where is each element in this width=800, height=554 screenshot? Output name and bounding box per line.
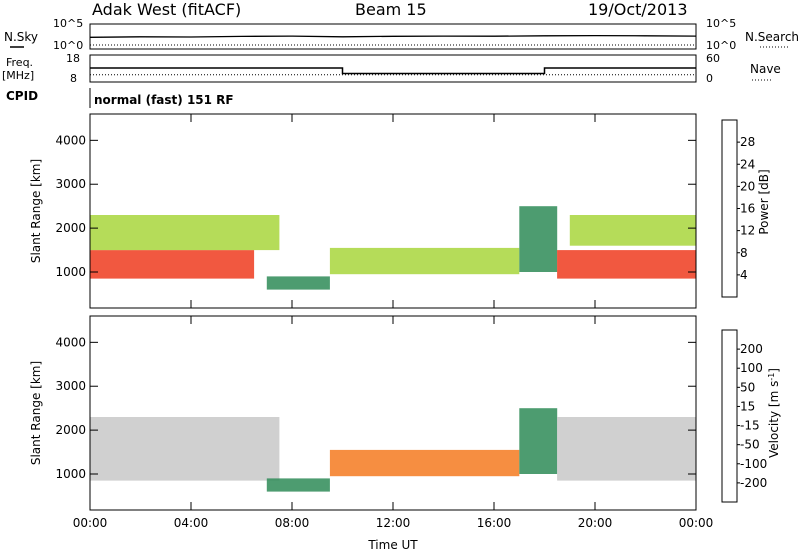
nsky-tick-low: 10^0 [53, 39, 83, 52]
velocity-time-tick-label: 08:00 [275, 516, 310, 530]
power-range-axis-label: Slant Range [km] [29, 159, 43, 263]
power-colorbar-tick-label: 20 [740, 179, 755, 193]
nave-tick-low: 0 [706, 72, 713, 85]
velocity-colorbar-tick-label: 100 [740, 361, 763, 375]
velocity-range-axis: 1000 2000 3000 4000 [55, 335, 696, 481]
power-echo-region [329, 247, 520, 275]
freq-unit-label: [MHz] [2, 69, 34, 82]
power-echo-layer [90, 206, 697, 290]
velocity-echo-region [557, 417, 696, 481]
velocity-echo-region [266, 478, 330, 492]
velocity-time-tick-label: 20:00 [578, 516, 613, 530]
velocity-time-tick-label: 00:00 [73, 516, 108, 530]
velocity-time-axis: 00:00 04:00 08:00 12:00 16:00 20:00 00:00 [73, 316, 714, 530]
freq-series-line [90, 67, 696, 75]
power-range-tick-label: 3000 [55, 177, 86, 191]
velocity-range-tick-label: 2000 [55, 423, 86, 437]
power-colorbar-tick-label: 8 [740, 246, 748, 260]
power-panel: 1000 2000 3000 4000 Slant Range [km] 4 8 12 16… [29, 113, 771, 309]
nsearch-tick-high: 10^5 [706, 17, 736, 30]
velocity-range-tick-label: 1000 [55, 467, 86, 481]
noise-panel: N.Sky 10^5 10^0 10^5 10^0 N.Search [4, 17, 799, 52]
velocity-range-tick-label: 3000 [55, 379, 86, 393]
power-echo-region [90, 250, 255, 279]
power-panel-frame [89, 113, 697, 309]
time-axis-label: Time UT [367, 538, 418, 552]
power-colorbar-tick-label: 16 [740, 202, 755, 216]
power-range-tick-label: 1000 [55, 265, 86, 279]
power-range-tick-label: 2000 [55, 221, 86, 235]
nsearch-label: N.Search [745, 30, 799, 44]
velocity-colorbar-tick-label: 200 [740, 342, 763, 356]
cpid-value: normal (fast) 151 RF [94, 93, 234, 107]
noise-panel-frame [89, 23, 697, 50]
beam-title: Beam 15 [355, 0, 427, 19]
power-colorbar-label: Power [dB] [757, 169, 771, 234]
power-echo-region [90, 215, 280, 251]
nsearch-tick-low: 10^0 [706, 39, 736, 52]
power-range-axis: 1000 2000 3000 4000 [55, 133, 696, 279]
power-time-axis [89, 114, 697, 308]
velocity-colorbar: 200 100 50 15 -15 -50 -100 -200 [721, 329, 767, 503]
nave-label: Nave [750, 62, 781, 76]
power-colorbar-tick-label: 28 [740, 135, 755, 149]
power-colorbar-tick-label: 12 [740, 224, 755, 238]
power-echo-region [569, 215, 697, 246]
velocity-echo-region [329, 449, 520, 477]
velocity-echo-region [90, 417, 280, 481]
velocity-colorbar-frame [721, 329, 738, 503]
velocity-colorbar-label: Velocity [m s-1] [767, 368, 782, 458]
power-colorbar-tick-label: 4 [740, 268, 748, 282]
velocity-colorbar-tick-label: -100 [740, 457, 767, 471]
velocity-panel: 1000 2000 3000 4000 00:00 04:00 08:00 12:00 16:… [29, 315, 782, 530]
velocity-range-axis-label: Slant Range [km] [29, 361, 43, 465]
power-echo-region [266, 276, 330, 290]
freq-label: Freq. [6, 56, 33, 69]
power-echo-region [519, 206, 558, 272]
freq-tick-high: 18 [66, 52, 80, 65]
velocity-colorbar-tick-label: -15 [740, 419, 760, 433]
freq-panel: Freq. [MHz] 18 8 60 0 Nave [2, 52, 781, 85]
date-title: 19/Oct/2013 [588, 0, 688, 19]
power-range-tick-label: 4000 [55, 133, 86, 147]
velocity-range-tick-label: 4000 [55, 335, 86, 349]
velocity-colorbar-tick-label: 15 [740, 399, 755, 413]
nave-tick-high: 60 [706, 52, 720, 65]
nsky-tick-high: 10^5 [53, 17, 83, 30]
velocity-time-tick-label: 04:00 [174, 516, 209, 530]
power-colorbar-tick-label: 24 [740, 157, 755, 171]
freq-tick-low: 8 [70, 72, 77, 85]
velocity-time-tick-label: 16:00 [477, 516, 512, 530]
nsky-label: N.Sky [4, 30, 38, 44]
velocity-colorbar-tick-label: -200 [740, 476, 767, 490]
velocity-time-tick-label: 12:00 [376, 516, 411, 530]
velocity-panel-frame [89, 315, 697, 511]
power-colorbar-frame [721, 119, 738, 298]
station-title: Adak West (fitACF) [92, 0, 241, 19]
velocity-time-tick-label: 00:00 [679, 516, 714, 530]
velocity-echo-region [519, 408, 558, 474]
nsky-series-line [89, 34, 697, 38]
velocity-colorbar-tick-label: 50 [740, 380, 755, 394]
cpid-label: CPID [6, 89, 38, 103]
velocity-colorbar-tick-label: -50 [740, 438, 760, 452]
power-colorbar: 4 8 12 16 20 24 28 [721, 119, 755, 298]
power-echo-region [557, 250, 696, 279]
velocity-echo-layer [90, 408, 696, 492]
